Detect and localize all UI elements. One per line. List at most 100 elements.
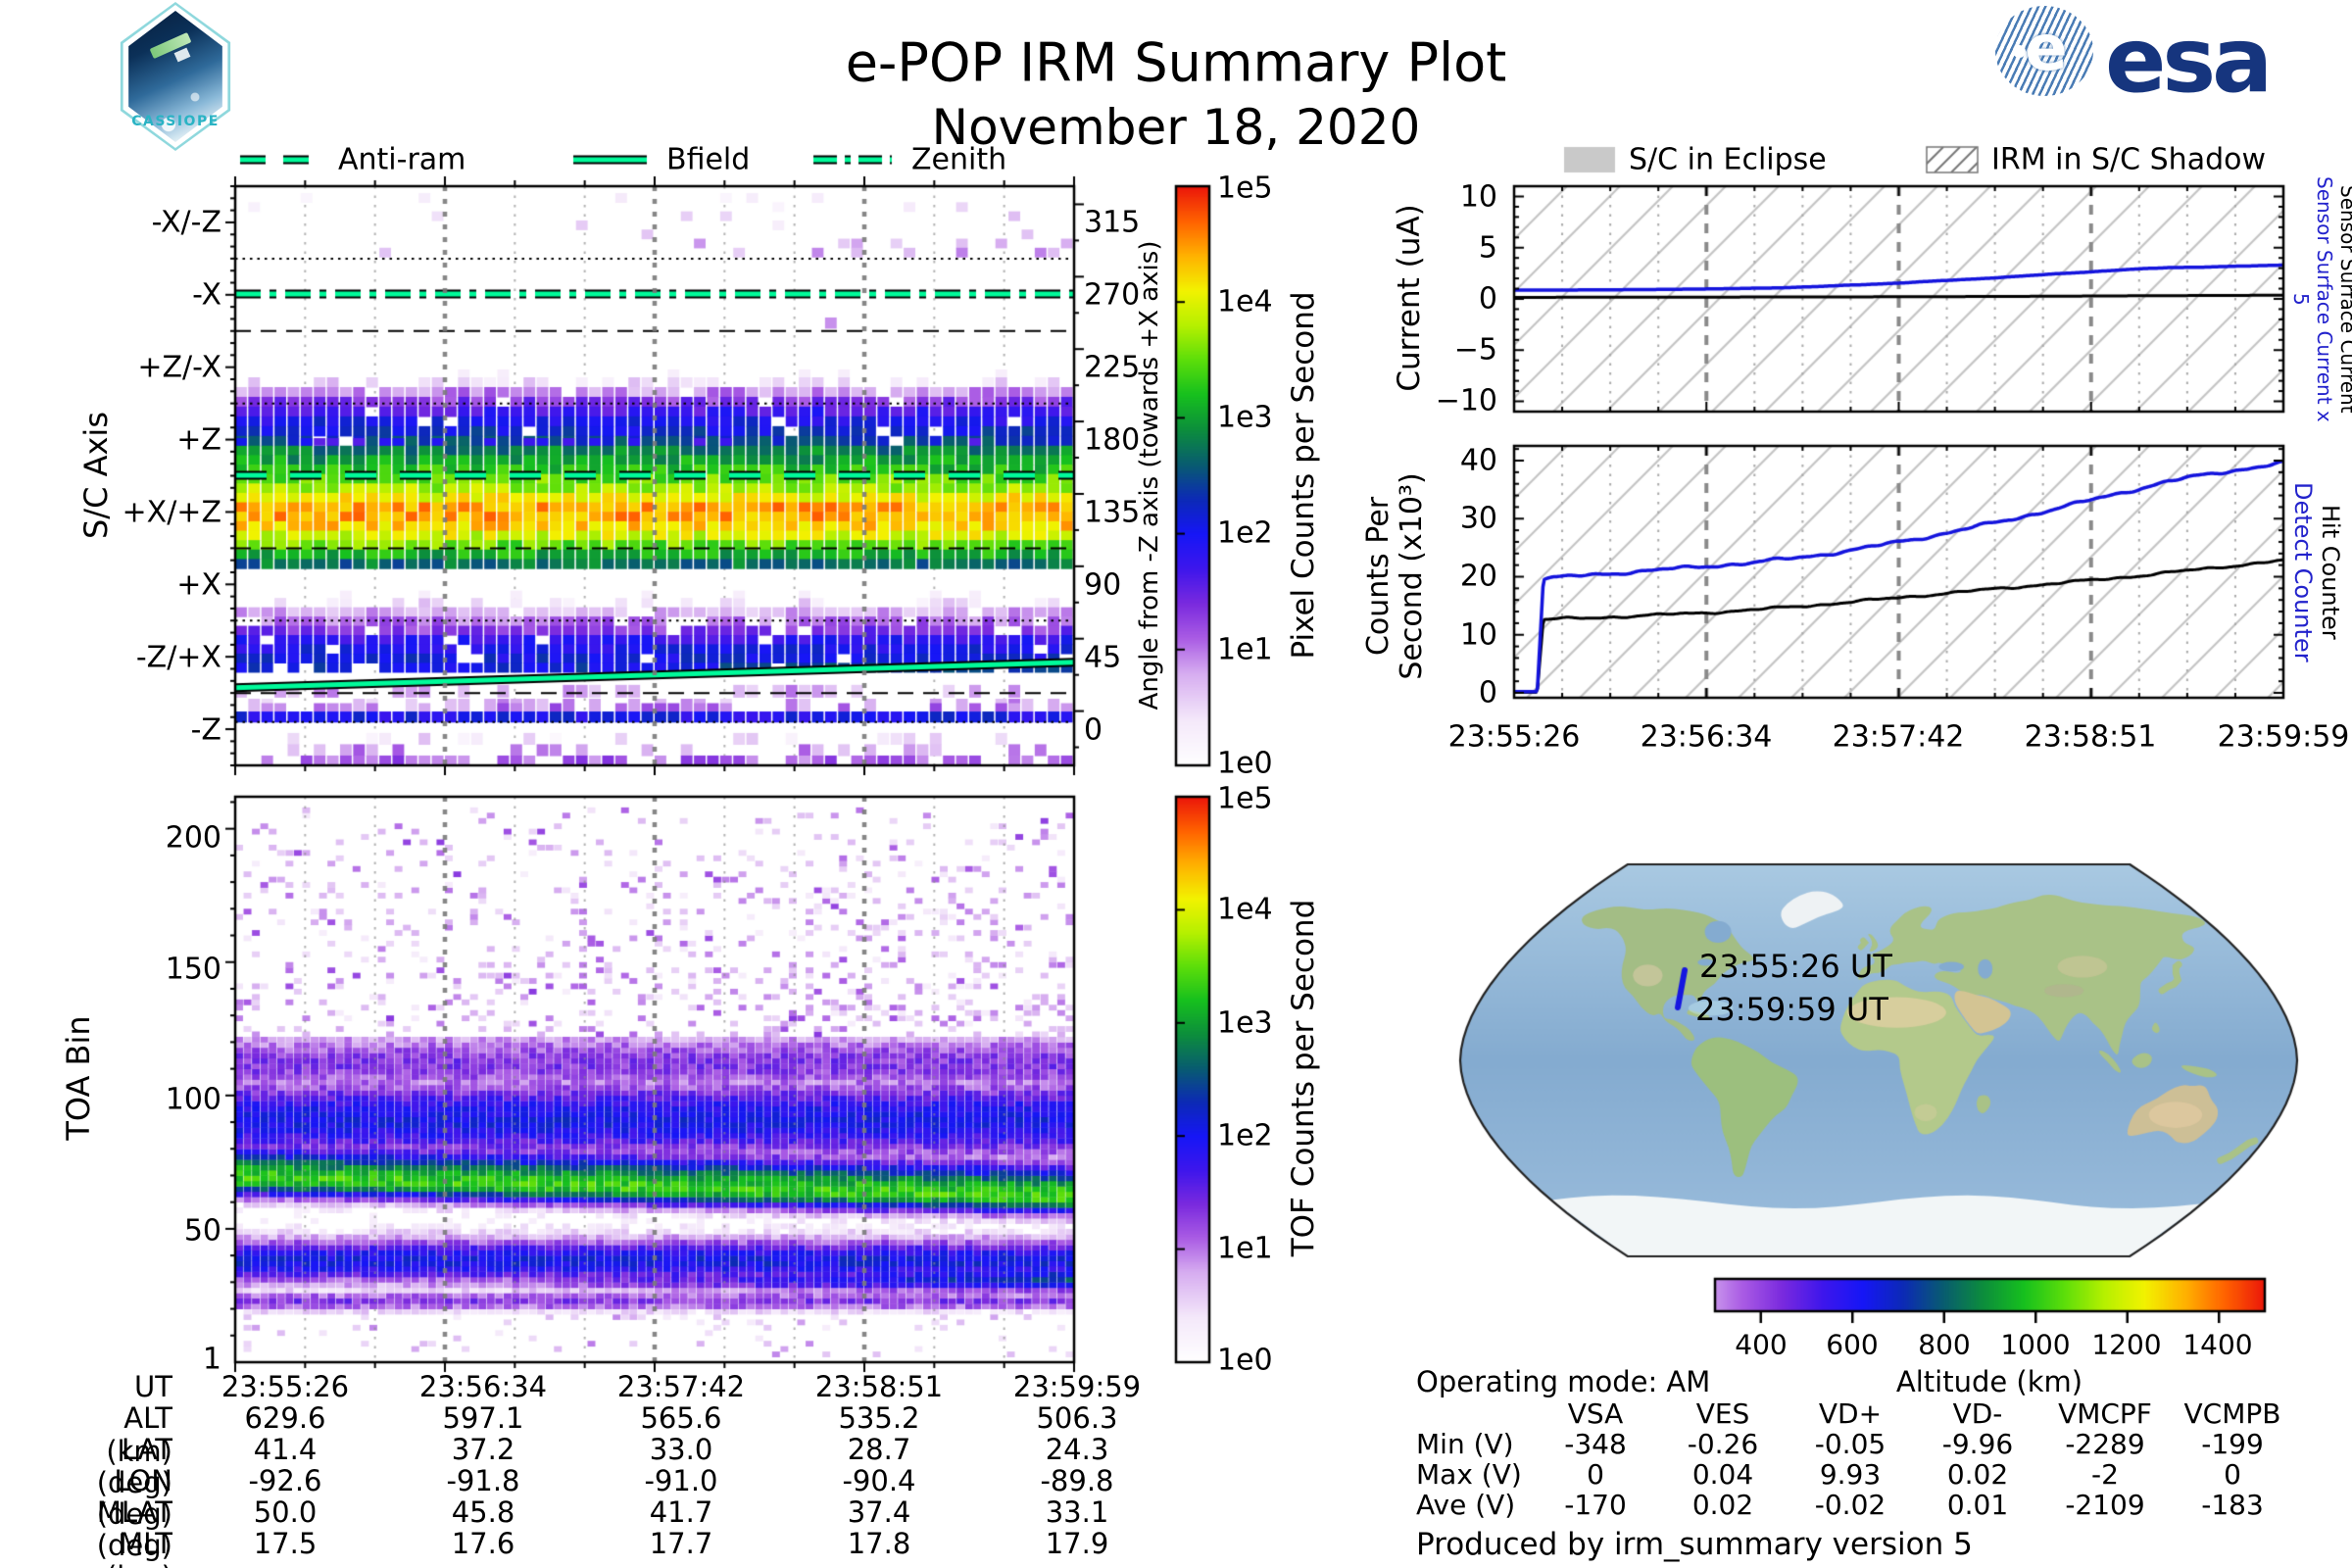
sc-axis-tick-2: +Z/-X (137, 350, 221, 385)
vt-corner (1416, 1397, 1532, 1428)
page-date: November 18, 2020 (931, 99, 1421, 156)
patch-mission-name: CASSIOPE (131, 114, 220, 129)
vt-max-5: 0 (2224, 1458, 2241, 1491)
cb1-tick-0: 1e5 (1217, 171, 1273, 206)
vt-header-3: VD- (1952, 1397, 2003, 1430)
current-tick-2: 0 (1478, 281, 1497, 317)
voltage-table: VSA VES VD+ VD- VMCPF VCMPB Min (V) -348… (1416, 1397, 2296, 1521)
counts-right-label-black: Hit Counter (2317, 504, 2344, 640)
vt-min-label: Min (V) (1416, 1428, 1514, 1460)
eph-mlat-1: 45.8 (451, 1495, 515, 1529)
eph-ut-4: 23:59:59 (1012, 1370, 1142, 1403)
counts-tick-2: 20 (1459, 559, 1497, 594)
counts-axis-label-line2: Second (x10³) (1395, 472, 1429, 680)
angle-tick-7: 0 (1084, 712, 1103, 748)
cassiope-mission-patch: CASSIOPE (116, 2, 235, 151)
alt-tick-0: 400 (1735, 1328, 1788, 1361)
vt-max-2: 9.93 (1819, 1458, 1882, 1491)
counts-tick-1: 30 (1459, 501, 1497, 536)
vt-ave-1: 0.02 (1691, 1489, 1754, 1521)
counts-right-labels: Hit Counter Detect Counter (2289, 446, 2344, 698)
toa-tick-1: 150 (165, 952, 221, 987)
eph-mlt-3: 17.8 (847, 1527, 911, 1560)
eph-mlt-2: 17.7 (649, 1527, 713, 1560)
sc-axis-tick-3: +Z (176, 422, 221, 458)
counts-axis-label: Counts Per Second (x10³) (1361, 472, 1429, 680)
angle-tick-3: 180 (1084, 422, 1141, 458)
eph-lat-3: 28.7 (847, 1433, 911, 1466)
sc-axis-tick-6: -Z/+X (135, 640, 221, 675)
legend-eclipse-label: S/C in Eclipse (1629, 142, 1827, 177)
current-tick-4: −10 (1435, 383, 1497, 418)
esa-e-glyph: e (2025, 13, 2068, 85)
eph-mlt-1: 17.6 (451, 1527, 515, 1560)
eph-ut-2: 23:57:42 (616, 1370, 746, 1403)
alt-tick-3: 1000 (2000, 1328, 2071, 1361)
cb1-tick-4: 1e1 (1217, 632, 1273, 667)
eph-ut-3: 23:58:51 (814, 1370, 944, 1403)
vt-max-label: Max (V) (1416, 1458, 1522, 1491)
cb2-tick-5: 1e0 (1217, 1343, 1273, 1378)
map-start-time-label: 23:55:26 UT (1699, 948, 1892, 985)
angle-tick-5: 90 (1084, 567, 1122, 603)
vt-ave-2: -0.02 (1814, 1489, 1886, 1521)
eph-mlt-4: 17.9 (1045, 1527, 1109, 1560)
time-tick-3: 23:58:51 (2024, 719, 2157, 755)
esa-wordmark: esa (2105, 8, 2273, 113)
sc-axis-label: S/C Axis (77, 412, 115, 539)
eph-lat-4: 24.3 (1045, 1433, 1109, 1466)
cb1-tick-2: 1e3 (1217, 400, 1273, 435)
map-end-time-label: 23:59:59 UT (1695, 991, 1888, 1028)
eph-mlat-3: 37.4 (847, 1495, 911, 1529)
counts-right-label-blue: Detect Counter (2289, 481, 2317, 662)
eph-lon-1: -91.8 (446, 1464, 520, 1497)
operating-mode-label: Operating mode: AM (1416, 1365, 1711, 1398)
angle-tick-4: 135 (1084, 495, 1141, 530)
eph-row-label-lat: LAT (deg) (96, 1433, 172, 1499)
current-right-label-blue: Sensor Surface Current x 5 (2289, 175, 2336, 422)
eph-row-label-mlt: MLT (hrs) (106, 1527, 172, 1568)
page-title: e-POP IRM Summary Plot (845, 31, 1507, 94)
vt-ave-4: -2109 (2065, 1489, 2145, 1521)
eph-row-label-lon: LON (deg) (96, 1464, 172, 1531)
vt-min-4: -2289 (2065, 1428, 2145, 1460)
eph-row-label-alt: ALT (km) (106, 1401, 172, 1468)
alt-tick-5: 1400 (2182, 1328, 2253, 1361)
alt-tick-1: 600 (1826, 1328, 1879, 1361)
angle-axis-label: Angle from -Z axis (towards +X axis) (1135, 240, 1164, 710)
current-right-label-black: Sensor Surface Current (2336, 184, 2352, 414)
esa-globe-dot-icon (2013, 45, 2026, 58)
legend-anti-ram-label: Anti-ram (338, 142, 466, 177)
produced-by-note: Produced by irm_summary version 5 (1416, 1527, 1973, 1562)
toa-tick-0: 200 (165, 820, 221, 856)
vt-header-4: VMCPF (2058, 1397, 2152, 1430)
sc-axis-tick-1: -X (192, 277, 221, 313)
vt-min-1: -0.26 (1687, 1428, 1759, 1460)
satellite-body-icon (173, 47, 191, 63)
vt-min-5: -199 (2201, 1428, 2264, 1460)
eph-row-label-ut: UT (134, 1370, 172, 1403)
vt-header-5: VCMPB (2183, 1397, 2281, 1430)
toa-tick-2: 100 (165, 1082, 221, 1117)
counts-tick-0: 40 (1459, 443, 1497, 478)
toa-tick-3: 50 (183, 1213, 221, 1249)
time-tick-0: 23:55:26 (1447, 719, 1581, 755)
eph-lon-0: -92.6 (248, 1464, 322, 1497)
eph-alt-1: 597.1 (442, 1401, 524, 1435)
current-tick-1: 5 (1478, 230, 1497, 266)
sc-axis-tick-4: +X/+Z (122, 495, 221, 530)
toa-tick-4: 1 (202, 1342, 221, 1377)
alt-tick-4: 1200 (2091, 1328, 2162, 1361)
sc-axis-tick-5: +X (176, 567, 221, 603)
legend-bfield-label: Bfield (666, 142, 751, 177)
vt-min-2: -0.05 (1814, 1428, 1886, 1460)
cb2-tick-1: 1e4 (1217, 892, 1273, 927)
current-axis-label: Current (uA) (1392, 204, 1427, 392)
cb2-tick-2: 1e3 (1217, 1005, 1273, 1041)
vt-ave-3: 0.01 (1946, 1489, 2009, 1521)
vt-header-1: VES (1695, 1397, 1750, 1430)
time-tick-2: 23:57:42 (1832, 719, 1965, 755)
counts-tick-4: 0 (1478, 675, 1497, 710)
sc-axis-tick-0: -X/-Z (151, 205, 221, 240)
